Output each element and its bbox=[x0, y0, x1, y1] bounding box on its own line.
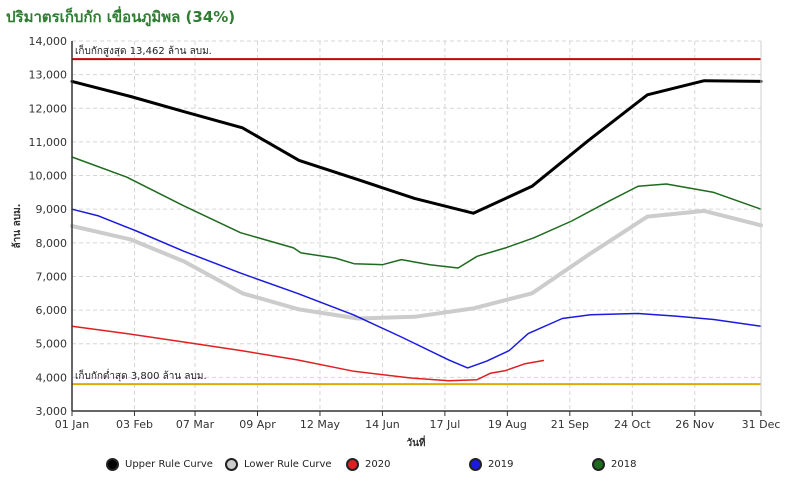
legend-item[interactable]: 2019 bbox=[469, 458, 513, 471]
legend-swatch bbox=[106, 458, 119, 471]
x-tick-label: 09 Apr bbox=[239, 418, 276, 431]
series-lines bbox=[70, 79, 763, 382]
y-tick-label: 6,000 bbox=[36, 304, 68, 317]
reference-line-label: เก็บกักสูงสุด 13,462 ล้าน ลบม. bbox=[75, 43, 212, 57]
y-tick-label: 14,000 bbox=[29, 35, 68, 48]
x-tick-label: 31 Dec bbox=[742, 418, 781, 431]
x-tick-label: 24 Oct bbox=[614, 418, 651, 431]
plot-area-background bbox=[72, 41, 761, 411]
legend-swatch bbox=[225, 458, 238, 471]
reference-line-label: เก็บกักต่ำสุด 3,800 ล้าน ลบม. bbox=[75, 368, 207, 382]
y-tick-label: 13,000 bbox=[29, 69, 68, 82]
x-axis-label: วันที่ bbox=[406, 435, 425, 449]
reference-lines: เก็บกักสูงสุด 13,462 ล้าน ลบม. เก็บกักต่ำ… bbox=[72, 43, 761, 386]
x-tick-label: 07 Mar bbox=[176, 418, 215, 431]
legend-label: 2020 bbox=[365, 459, 391, 470]
line-chart: เก็บกักสูงสุด 13,462 ล้าน ลบม. เก็บกักต่ำ… bbox=[11, 35, 781, 449]
x-tick-label: 19 Aug bbox=[488, 418, 527, 431]
x-tick-label: 26 Nov bbox=[675, 418, 714, 431]
x-tick-label: 12 May bbox=[300, 418, 341, 431]
series-line bbox=[71, 156, 762, 269]
legend-item[interactable]: 2020 bbox=[346, 458, 390, 471]
series-line bbox=[71, 325, 545, 382]
y-tick-label: 9,000 bbox=[36, 203, 68, 216]
legend-swatch bbox=[346, 458, 359, 471]
series-line bbox=[70, 208, 763, 321]
series-line bbox=[71, 208, 762, 369]
y-tick-label: 8,000 bbox=[36, 237, 68, 250]
series-line bbox=[70, 79, 763, 215]
legend-label: 2018 bbox=[611, 459, 637, 470]
legend-item[interactable]: Lower Rule Curve bbox=[225, 458, 332, 471]
y-tick-label: 12,000 bbox=[29, 102, 68, 115]
page-title: ปริมาตรเก็บกัก เขื่อนภูมิพล (34%) bbox=[6, 8, 236, 26]
legend-label: Upper Rule Curve bbox=[125, 459, 213, 470]
x-tick-label: 17 Jul bbox=[430, 418, 461, 431]
x-tick-label: 21 Sep bbox=[551, 418, 589, 431]
legend: Upper Rule Curve Lower Rule Curve 2020 2019… bbox=[0, 456, 789, 476]
x-tick-label: 03 Feb bbox=[116, 418, 153, 431]
legend-item[interactable]: 2018 bbox=[592, 458, 636, 471]
y-tick-label: 7,000 bbox=[36, 270, 68, 283]
axes: 3,000 4,000 5,000 6,000 7,000 8,000 9,000 10,00… bbox=[29, 35, 781, 431]
y-tick-label: 11,000 bbox=[29, 136, 68, 149]
legend-swatch bbox=[469, 458, 482, 471]
y-tick-label: 4,000 bbox=[36, 371, 68, 384]
legend-swatch bbox=[592, 458, 605, 471]
y-tick-label: 3,000 bbox=[36, 405, 68, 418]
legend-label: Lower Rule Curve bbox=[244, 459, 332, 470]
y-tick-label: 10,000 bbox=[29, 170, 68, 183]
legend-label: 2019 bbox=[488, 459, 514, 470]
x-tick-label: 01 Jan bbox=[55, 418, 89, 431]
y-tick-label: 5,000 bbox=[36, 338, 68, 351]
legend-item[interactable]: Upper Rule Curve bbox=[106, 458, 213, 471]
y-axis-label: ล้าน ลบม. bbox=[11, 204, 23, 249]
x-tick-label: 14 Jun bbox=[365, 418, 400, 431]
